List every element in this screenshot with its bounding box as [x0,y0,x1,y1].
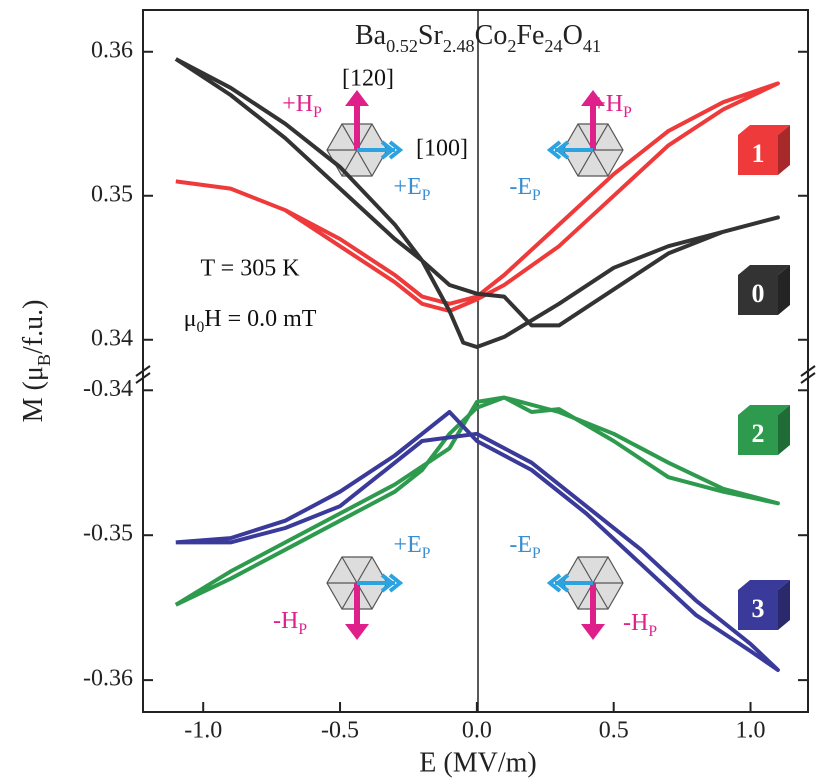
legend-label: 3 [752,594,765,623]
annotation: [100] [416,136,468,162]
crystal-icons [327,124,623,609]
y-tick-label: -0.36 [83,666,133,692]
x-tick-label: -0.5 [321,718,359,744]
x-tick-label: 1.0 [736,718,766,744]
legend-label: 2 [752,419,765,448]
legend-label: 0 [752,279,765,308]
annotation: +EP [394,174,431,205]
legend-label: 1 [752,139,765,168]
annotation: μ0H = 0.0 mT [184,306,317,337]
annotation: +EP [394,532,431,563]
chart-title: Ba0.52Sr2.48Co2Fe24O41 [355,20,601,56]
annotation: T = 305 K [200,256,300,282]
y-axis-label: M (μB/f.u.) [18,300,54,423]
x-tick-label: 0.5 [599,718,629,744]
data-line [176,398,778,605]
annotation: +HP [592,91,632,122]
annotation: -EP [509,532,541,563]
annotation: [120] [342,66,394,92]
plot-frame [143,10,808,712]
x-tick-label: -1.0 [184,718,222,744]
field-arrows [345,90,605,640]
annotation: +HP [282,91,322,122]
x-tick-label: 0.0 [462,718,492,744]
y-tick-label: 0.35 [91,181,133,207]
y-tick-label: 0.36 [91,37,133,63]
y-tick-label: -0.35 [83,521,133,547]
y-tick-label: -0.34 [83,376,133,402]
chart: 0.36 0.35 0.34 Ba0.52Sr2.48Co2Fe24O41 M (μB/… [0,0,817,784]
x-axis-label: E (MV/m) [419,747,536,778]
axis-break [136,366,815,383]
annotation: -EP [509,174,541,205]
annotation: -HP [623,610,657,641]
annotation: -HP [273,608,307,639]
data-line [176,412,778,670]
y-tick-label: 0.34 [91,325,133,351]
